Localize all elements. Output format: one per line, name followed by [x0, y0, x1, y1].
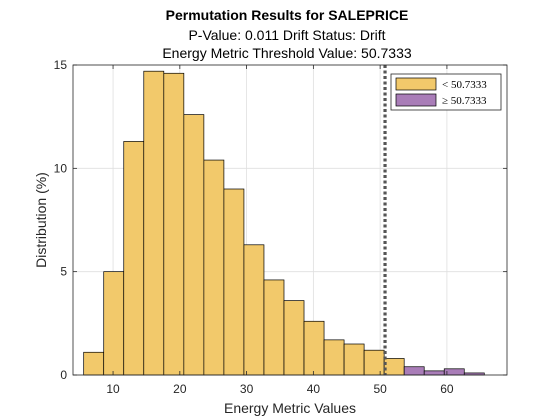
- y-tick-label-2: 10: [54, 161, 68, 175]
- bar-below-14: [363, 349, 385, 376]
- x-tick-label-3: 40: [307, 382, 321, 396]
- plot-frame: [72, 64, 508, 376]
- bar-below-5: [183, 114, 205, 376]
- bar-below-10: [283, 300, 305, 376]
- legend-swatch-above: [395, 93, 437, 107]
- bar-below-9: [263, 279, 285, 376]
- bar-below-12: [323, 339, 345, 376]
- legend-label-above: ≥ 50.7333: [442, 95, 487, 107]
- bar-below-0: [83, 351, 105, 376]
- legend-swatch-below: [395, 77, 437, 91]
- bar-below-8: [243, 244, 265, 376]
- bar-below-11: [303, 320, 325, 376]
- bars-group: [83, 70, 485, 376]
- bar-below-7: [223, 188, 245, 376]
- y-axis-label: Distribution (%): [33, 172, 49, 268]
- chart-subtitle-pvalue: P-Value: 0.011 Drift Status: Drift: [188, 27, 385, 43]
- axis-ticks: 10 20 30 40 50 60 0 5 10 15: [54, 58, 507, 396]
- bar-below-15: [383, 358, 405, 376]
- bar-below-2: [123, 141, 145, 376]
- x-tick-label-2: 30: [240, 382, 254, 396]
- bar-below-4: [163, 72, 185, 376]
- bar-below-1: [103, 271, 125, 376]
- chart-subtitle-threshold: Energy Metric Threshold Value: 50.7333: [162, 45, 412, 61]
- x-tick-label-1: 20: [173, 382, 187, 396]
- y-tick-label-3: 15: [54, 58, 68, 72]
- x-axis-label: Energy Metric Values: [224, 400, 356, 416]
- x-tick-label-0: 10: [106, 382, 120, 396]
- chart-title: Permutation Results for SALEPRICE: [166, 7, 409, 23]
- legend: < 50.7333 ≥ 50.7333: [390, 73, 502, 111]
- bar-below-3: [143, 70, 165, 376]
- bar-above-17: [423, 370, 445, 376]
- legend-label-below: < 50.7333: [442, 79, 487, 91]
- x-tick-label-5: 60: [440, 382, 454, 396]
- x-tick-label-4: 50: [373, 382, 387, 396]
- bar-below-13: [343, 343, 365, 376]
- y-tick-label-1: 5: [60, 265, 67, 279]
- y-tick-label-0: 0: [60, 368, 67, 382]
- bar-below-6: [203, 159, 225, 376]
- bar-above-16: [403, 366, 425, 376]
